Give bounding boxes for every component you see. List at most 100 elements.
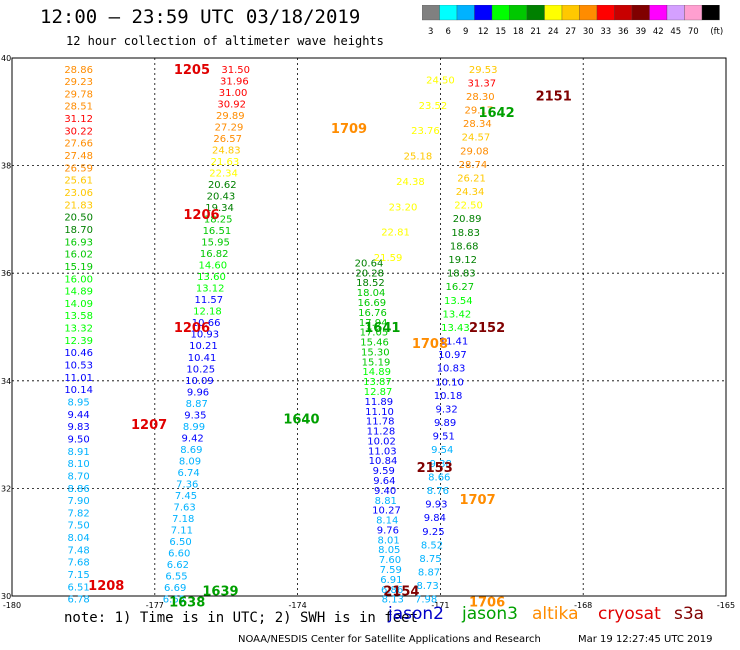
lat-tick-label: 38 bbox=[1, 162, 11, 171]
wave-height-label: 8.91 bbox=[68, 447, 90, 458]
wave-height-label: 29.23 bbox=[64, 77, 93, 88]
wave-height-label: 21.83 bbox=[64, 200, 93, 211]
color-scale-tick: 3 bbox=[428, 27, 433, 37]
wave-height-label: 6.60 bbox=[168, 549, 190, 560]
wave-height-label: 9.83 bbox=[68, 422, 90, 433]
wave-height-label: 30.22 bbox=[64, 126, 93, 137]
wave-height-label: 18.70 bbox=[64, 225, 93, 236]
pass-time-label: 1709 bbox=[331, 122, 367, 137]
wave-height-label: 6.51 bbox=[68, 582, 90, 593]
wave-height-label: 21.59 bbox=[374, 253, 403, 264]
wave-height-label: 13.58 bbox=[64, 311, 93, 322]
legend-cryosat: cryosat bbox=[598, 604, 661, 624]
wave-height-label: 28.51 bbox=[64, 102, 93, 113]
wave-height-label: 9.59 bbox=[373, 466, 395, 477]
wave-height-label: 28.34 bbox=[463, 119, 492, 130]
wave-height-label: 9.35 bbox=[184, 410, 206, 421]
wave-height-label: 9.42 bbox=[182, 433, 204, 444]
wave-height-label: 30.92 bbox=[217, 99, 246, 110]
wave-height-label: 11.57 bbox=[194, 295, 223, 306]
wave-height-label: 14.60 bbox=[199, 261, 228, 272]
wave-height-label: 11.10 bbox=[365, 407, 394, 418]
color-scale-tick: 12 bbox=[478, 27, 489, 37]
pass-time-label: 1706 bbox=[469, 595, 505, 610]
wave-height-label: 7.82 bbox=[68, 508, 90, 519]
wave-height-label: 31.00 bbox=[219, 88, 248, 99]
wave-height-label: 6.55 bbox=[165, 572, 187, 583]
wave-height-label: 7.90 bbox=[68, 496, 90, 507]
wave-height-label: 9.89 bbox=[434, 418, 456, 429]
wave-height-label: 9.54 bbox=[431, 445, 453, 456]
wave-height-label: 10.83 bbox=[437, 364, 466, 375]
wave-height-label: 7.45 bbox=[175, 491, 197, 502]
lat-tick-label: 34 bbox=[1, 377, 11, 386]
wave-height-label: 8.69 bbox=[180, 445, 202, 456]
color-swatch bbox=[701, 4, 720, 21]
wave-height-label: 22.34 bbox=[209, 168, 238, 179]
lon-tick-label: -177 bbox=[146, 601, 164, 610]
wave-height-label: 8.99 bbox=[183, 422, 205, 433]
wave-height-label: 7.98 bbox=[415, 595, 437, 606]
wave-height-label: 23.06 bbox=[64, 188, 93, 199]
wave-height-label: 15.95 bbox=[201, 238, 230, 249]
wave-height-label: 8.09 bbox=[179, 456, 201, 467]
wave-height-label: 23.20 bbox=[389, 202, 418, 213]
wave-height-label: 9.84 bbox=[424, 513, 446, 524]
wave-height-label: 7.36 bbox=[176, 479, 198, 490]
wave-height-label: 10.10 bbox=[435, 377, 464, 388]
legend-jason2: jason2 bbox=[388, 604, 444, 624]
color-scale-tick: 45 bbox=[670, 27, 681, 37]
lon-tick-label: -165 bbox=[717, 601, 735, 610]
wave-height-label: 13.60 bbox=[197, 272, 226, 283]
wave-height-label: 6.62 bbox=[167, 560, 189, 571]
wave-height-label: 16.27 bbox=[445, 282, 474, 293]
wave-height-label: 8.87 bbox=[418, 568, 440, 579]
wave-height-label: 10.25 bbox=[186, 364, 215, 375]
wave-height-label: 6.69 bbox=[164, 583, 186, 594]
wave-height-label: 20.89 bbox=[453, 214, 482, 225]
legend-s3a: s3a bbox=[674, 604, 705, 624]
wave-height-label: 17.05 bbox=[360, 328, 389, 339]
wave-height-label: 24.83 bbox=[212, 145, 241, 156]
lat-tick-label: 30 bbox=[1, 592, 11, 601]
wave-height-label: 29.89 bbox=[216, 111, 245, 122]
wave-height-label: 8.76 bbox=[427, 486, 449, 497]
wave-height-label: 11.89 bbox=[364, 397, 393, 408]
wave-height-label: 9.38 bbox=[430, 459, 452, 470]
wave-height-label: 10.27 bbox=[372, 506, 401, 517]
wave-height-label: 7.15 bbox=[68, 570, 90, 581]
wave-height-label: 13.87 bbox=[363, 377, 392, 388]
wave-height-label: 8.86 bbox=[68, 484, 90, 495]
wave-height-label: 20.62 bbox=[208, 180, 237, 191]
wave-height-label: 8.52 bbox=[421, 540, 443, 551]
wave-height-label: 24.38 bbox=[396, 177, 425, 188]
wave-height-label: 23.76 bbox=[411, 126, 440, 137]
lat-tick-label: 36 bbox=[1, 269, 11, 278]
wave-height-label: 24.57 bbox=[462, 133, 491, 144]
plot-frame bbox=[11, 57, 727, 597]
wave-height-label: 26.57 bbox=[213, 134, 242, 145]
legend-altika: altika bbox=[532, 604, 579, 624]
pass-time-label: 1207 bbox=[131, 418, 167, 433]
wave-height-label: 18.25 bbox=[204, 215, 233, 226]
wave-height-label: 8.13 bbox=[382, 595, 404, 606]
wave-height-label: 24.50 bbox=[426, 76, 455, 87]
footer-org: NOAA/NESDIS Center for Satellite Applica… bbox=[238, 634, 541, 645]
color-scale-tick: 42 bbox=[653, 27, 664, 37]
wave-height-label: 8.04 bbox=[68, 533, 90, 544]
wave-height-label: 10.09 bbox=[185, 376, 214, 387]
wave-height-label: 16.02 bbox=[64, 250, 93, 261]
wave-height-label: 8.75 bbox=[419, 554, 441, 565]
wave-height-label: 29.17 bbox=[465, 106, 494, 117]
pass-time-label: 2152 bbox=[469, 321, 505, 336]
wave-height-label: 13.42 bbox=[443, 309, 472, 320]
lon-tick-label: -174 bbox=[289, 601, 307, 610]
wave-height-label: 7.11 bbox=[171, 526, 193, 537]
wave-height-label: 9.32 bbox=[435, 404, 457, 415]
wave-height-label: 20.43 bbox=[207, 191, 236, 202]
pass-time-label: 2153 bbox=[417, 461, 453, 476]
wave-height-label: 12.18 bbox=[193, 307, 222, 318]
color-scale-tick: 6 bbox=[446, 27, 451, 37]
pass-time-label: 1205 bbox=[174, 63, 210, 78]
